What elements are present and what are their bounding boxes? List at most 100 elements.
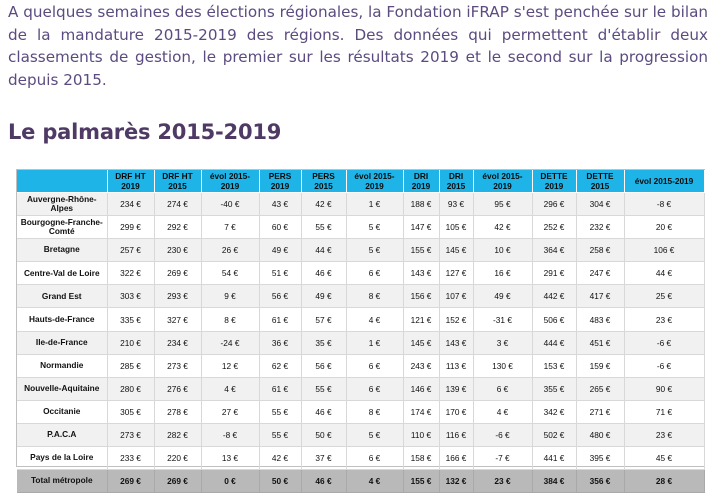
value-cell: 234 €	[154, 331, 202, 355]
value-cell: -6 €	[624, 331, 705, 355]
value-cell: 12 €	[201, 354, 260, 378]
value-cell: 6 €	[346, 446, 404, 471]
value-cell: 252 €	[532, 215, 577, 240]
value-cell: 4 €	[201, 377, 260, 401]
value-cell: 8 €	[346, 284, 404, 309]
value-cell: 282 €	[154, 423, 202, 448]
value-cell: 55 €	[301, 377, 347, 401]
value-cell: 364 €	[532, 238, 577, 263]
value-cell: 43 €	[259, 192, 302, 217]
value-cell: 23 €	[624, 423, 705, 448]
value-cell: 278 €	[154, 400, 202, 424]
value-cell: 444 €	[532, 331, 577, 355]
value-cell: -6 €	[473, 423, 533, 448]
table-header-row: DRF HT 2019 DRF HT 2015 évol 2015-2019 P…	[17, 170, 705, 193]
value-cell: 51 €	[259, 261, 302, 286]
column-header	[17, 170, 108, 193]
value-cell: 20 €	[624, 215, 705, 240]
value-cell: -8 €	[624, 192, 705, 217]
value-cell: 60 €	[259, 215, 302, 240]
column-header: DRI 2015	[439, 170, 474, 193]
value-cell: 42 €	[259, 446, 302, 471]
value-cell: 113 €	[439, 354, 474, 378]
value-cell: 121 €	[403, 307, 440, 332]
value-cell: 220 €	[154, 446, 202, 471]
total-value-cell: 155 €	[403, 469, 440, 493]
value-cell: 280 €	[107, 377, 155, 401]
value-cell: 90 €	[624, 377, 705, 401]
palmares-table: DRF HT 2019 DRF HT 2015 évol 2015-2019 P…	[17, 170, 705, 493]
table-body: Auvergne-Rhône-Alpes 234 €274 € -40 €43 €4…	[17, 192, 705, 493]
total-value-cell: 50 €	[259, 469, 302, 493]
value-cell: 55 €	[259, 400, 302, 424]
value-cell: 56 €	[301, 354, 347, 378]
value-cell: 50 €	[301, 423, 347, 448]
value-cell: 233 €	[107, 446, 155, 471]
value-cell: 6 €	[346, 261, 404, 286]
total-value-cell: 384 €	[532, 469, 577, 493]
value-cell: 46 €	[301, 400, 347, 424]
value-cell: 55 €	[259, 423, 302, 448]
value-cell: 292 €	[154, 215, 202, 240]
value-cell: 143 €	[439, 331, 474, 355]
value-cell: 304 €	[576, 192, 625, 217]
value-cell: 234 €	[107, 192, 155, 217]
column-header: évol 2015-2019	[624, 170, 705, 193]
value-cell: 276 €	[154, 377, 202, 401]
value-cell: 299 €	[107, 215, 155, 240]
value-cell: 395 €	[576, 446, 625, 471]
table-row: Occitanie 305 €278 €27 €55 €46 €8 €174 €1…	[17, 400, 705, 424]
total-value-cell: 356 €	[576, 469, 625, 493]
value-cell: 4 €	[346, 307, 404, 332]
value-cell: 26 €	[201, 238, 260, 263]
value-cell: 107 €	[439, 284, 474, 309]
total-value-cell: 28 €	[624, 469, 705, 493]
value-cell: 1 €	[346, 192, 404, 217]
value-cell: 5 €	[346, 423, 404, 448]
column-header: DRF HT 2019	[107, 170, 155, 193]
value-cell: 95 €	[473, 192, 533, 217]
value-cell: 293 €	[154, 284, 202, 309]
value-cell: 16 €	[473, 261, 533, 286]
value-cell: 3 €	[473, 331, 533, 355]
value-cell: 57 €	[301, 307, 347, 332]
value-cell: 55 €	[301, 215, 347, 240]
value-cell: 285 €	[107, 354, 155, 378]
value-cell: -6 €	[624, 354, 705, 378]
value-cell: 174 €	[403, 400, 440, 424]
value-cell: -8 €	[201, 423, 260, 448]
value-cell: 45 €	[624, 446, 705, 471]
table-row: P.A.C.A 273 €282 € -8 €55 €50 €5 €110 €116…	[17, 423, 705, 448]
table-row: Auvergne-Rhône-Alpes 234 €274 € -40 €43 €4…	[17, 192, 705, 217]
value-cell: 188 €	[403, 192, 440, 217]
column-header: évol 2015-2019	[201, 170, 260, 193]
value-cell: 9 €	[201, 284, 260, 309]
value-cell: 13 €	[201, 446, 260, 471]
value-cell: -7 €	[473, 446, 533, 471]
value-cell: 116 €	[439, 423, 474, 448]
table-row: Hauts-de-France 335 €327 €8 €61 €57 €4 €1…	[17, 307, 705, 332]
value-cell: 322 €	[107, 261, 155, 286]
value-cell: 451 €	[576, 331, 625, 355]
value-cell: 27 €	[201, 400, 260, 424]
total-value-cell: 132 €	[439, 469, 474, 493]
value-cell: 8 €	[201, 307, 260, 332]
value-cell: 145 €	[403, 331, 440, 355]
table-row: Centre-Val de Loire 322 €269 €54 €51 €46 …	[17, 261, 705, 286]
value-cell: 273 €	[107, 423, 155, 448]
region-name-cell: Bourgogne-Franche-Comté	[17, 215, 108, 240]
total-value-cell: 269 €	[107, 469, 155, 493]
region-name-cell: Ile-de-France	[17, 331, 108, 355]
column-header: évol 2015-2019	[346, 170, 404, 193]
value-cell: 145 €	[439, 238, 474, 263]
column-header: DETTE 2015	[576, 170, 625, 193]
value-cell: 106 €	[624, 238, 705, 263]
value-cell: 210 €	[107, 331, 155, 355]
value-cell: 105 €	[439, 215, 474, 240]
region-name-cell: Normandie	[17, 354, 108, 378]
region-name-cell: Centre-Val de Loire	[17, 261, 108, 286]
value-cell: 153 €	[532, 354, 577, 378]
value-cell: 230 €	[154, 238, 202, 263]
value-cell: 127 €	[439, 261, 474, 286]
value-cell: 46 €	[301, 261, 347, 286]
